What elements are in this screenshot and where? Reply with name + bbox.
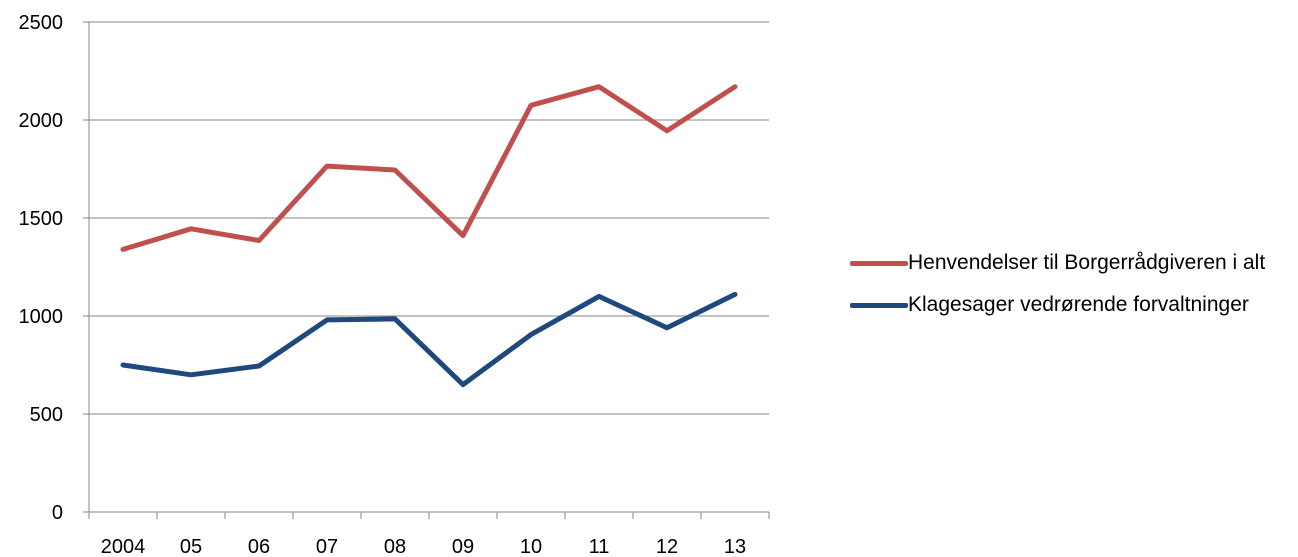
y-tick-label-1000: 1000 [19,306,64,328]
legend-label-series-2: Klagesager vedrørende forvaltninger [908,293,1249,316]
gridlines [83,21,769,513]
legend-item-series-1: Henvendelser til Borgerrådgiveren i alt [845,248,1295,278]
y-tick-label-1500: 1500 [19,208,64,230]
series-lines [120,84,738,388]
legend-item-series-2: Klagesager vedrørende forvaltninger [845,290,1295,320]
y-tick-labels: 0 500 1000 1500 2000 2500 [19,12,64,524]
x-tick-labels: 2004 05 06 07 08 09 10 11 12 13 [101,536,746,557]
legend-label-series-1: Henvendelser til Borgerrådgiveren i alt [908,251,1266,274]
x-tick-label-06: 06 [248,536,270,557]
x-tick-label-08: 08 [384,536,406,557]
x-tick-label-07: 07 [316,536,338,557]
y-tick-label-2000: 2000 [19,110,64,132]
legend: Henvendelser til Borgerrådgiveren i alt … [845,248,1295,332]
x-tick-label-2004: 2004 [101,536,146,557]
y-tick-label-500: 500 [30,404,63,426]
series-line-2 [120,291,738,388]
series-line-1 [120,84,738,252]
x-tick-label-13: 13 [724,536,746,557]
x-tick-label-11: 11 [589,536,610,557]
x-tick-label-05: 05 [180,536,202,557]
x-tick-label-10: 10 [520,536,542,557]
y-tick-label-2500: 2500 [19,12,64,34]
axes [88,22,770,519]
x-tick-label-12: 12 [656,536,678,557]
legend-swatch-series-1 [850,261,908,266]
y-tick-label-0: 0 [52,502,63,524]
x-tick-label-09: 09 [452,536,474,557]
legend-swatch-series-2 [850,303,908,308]
